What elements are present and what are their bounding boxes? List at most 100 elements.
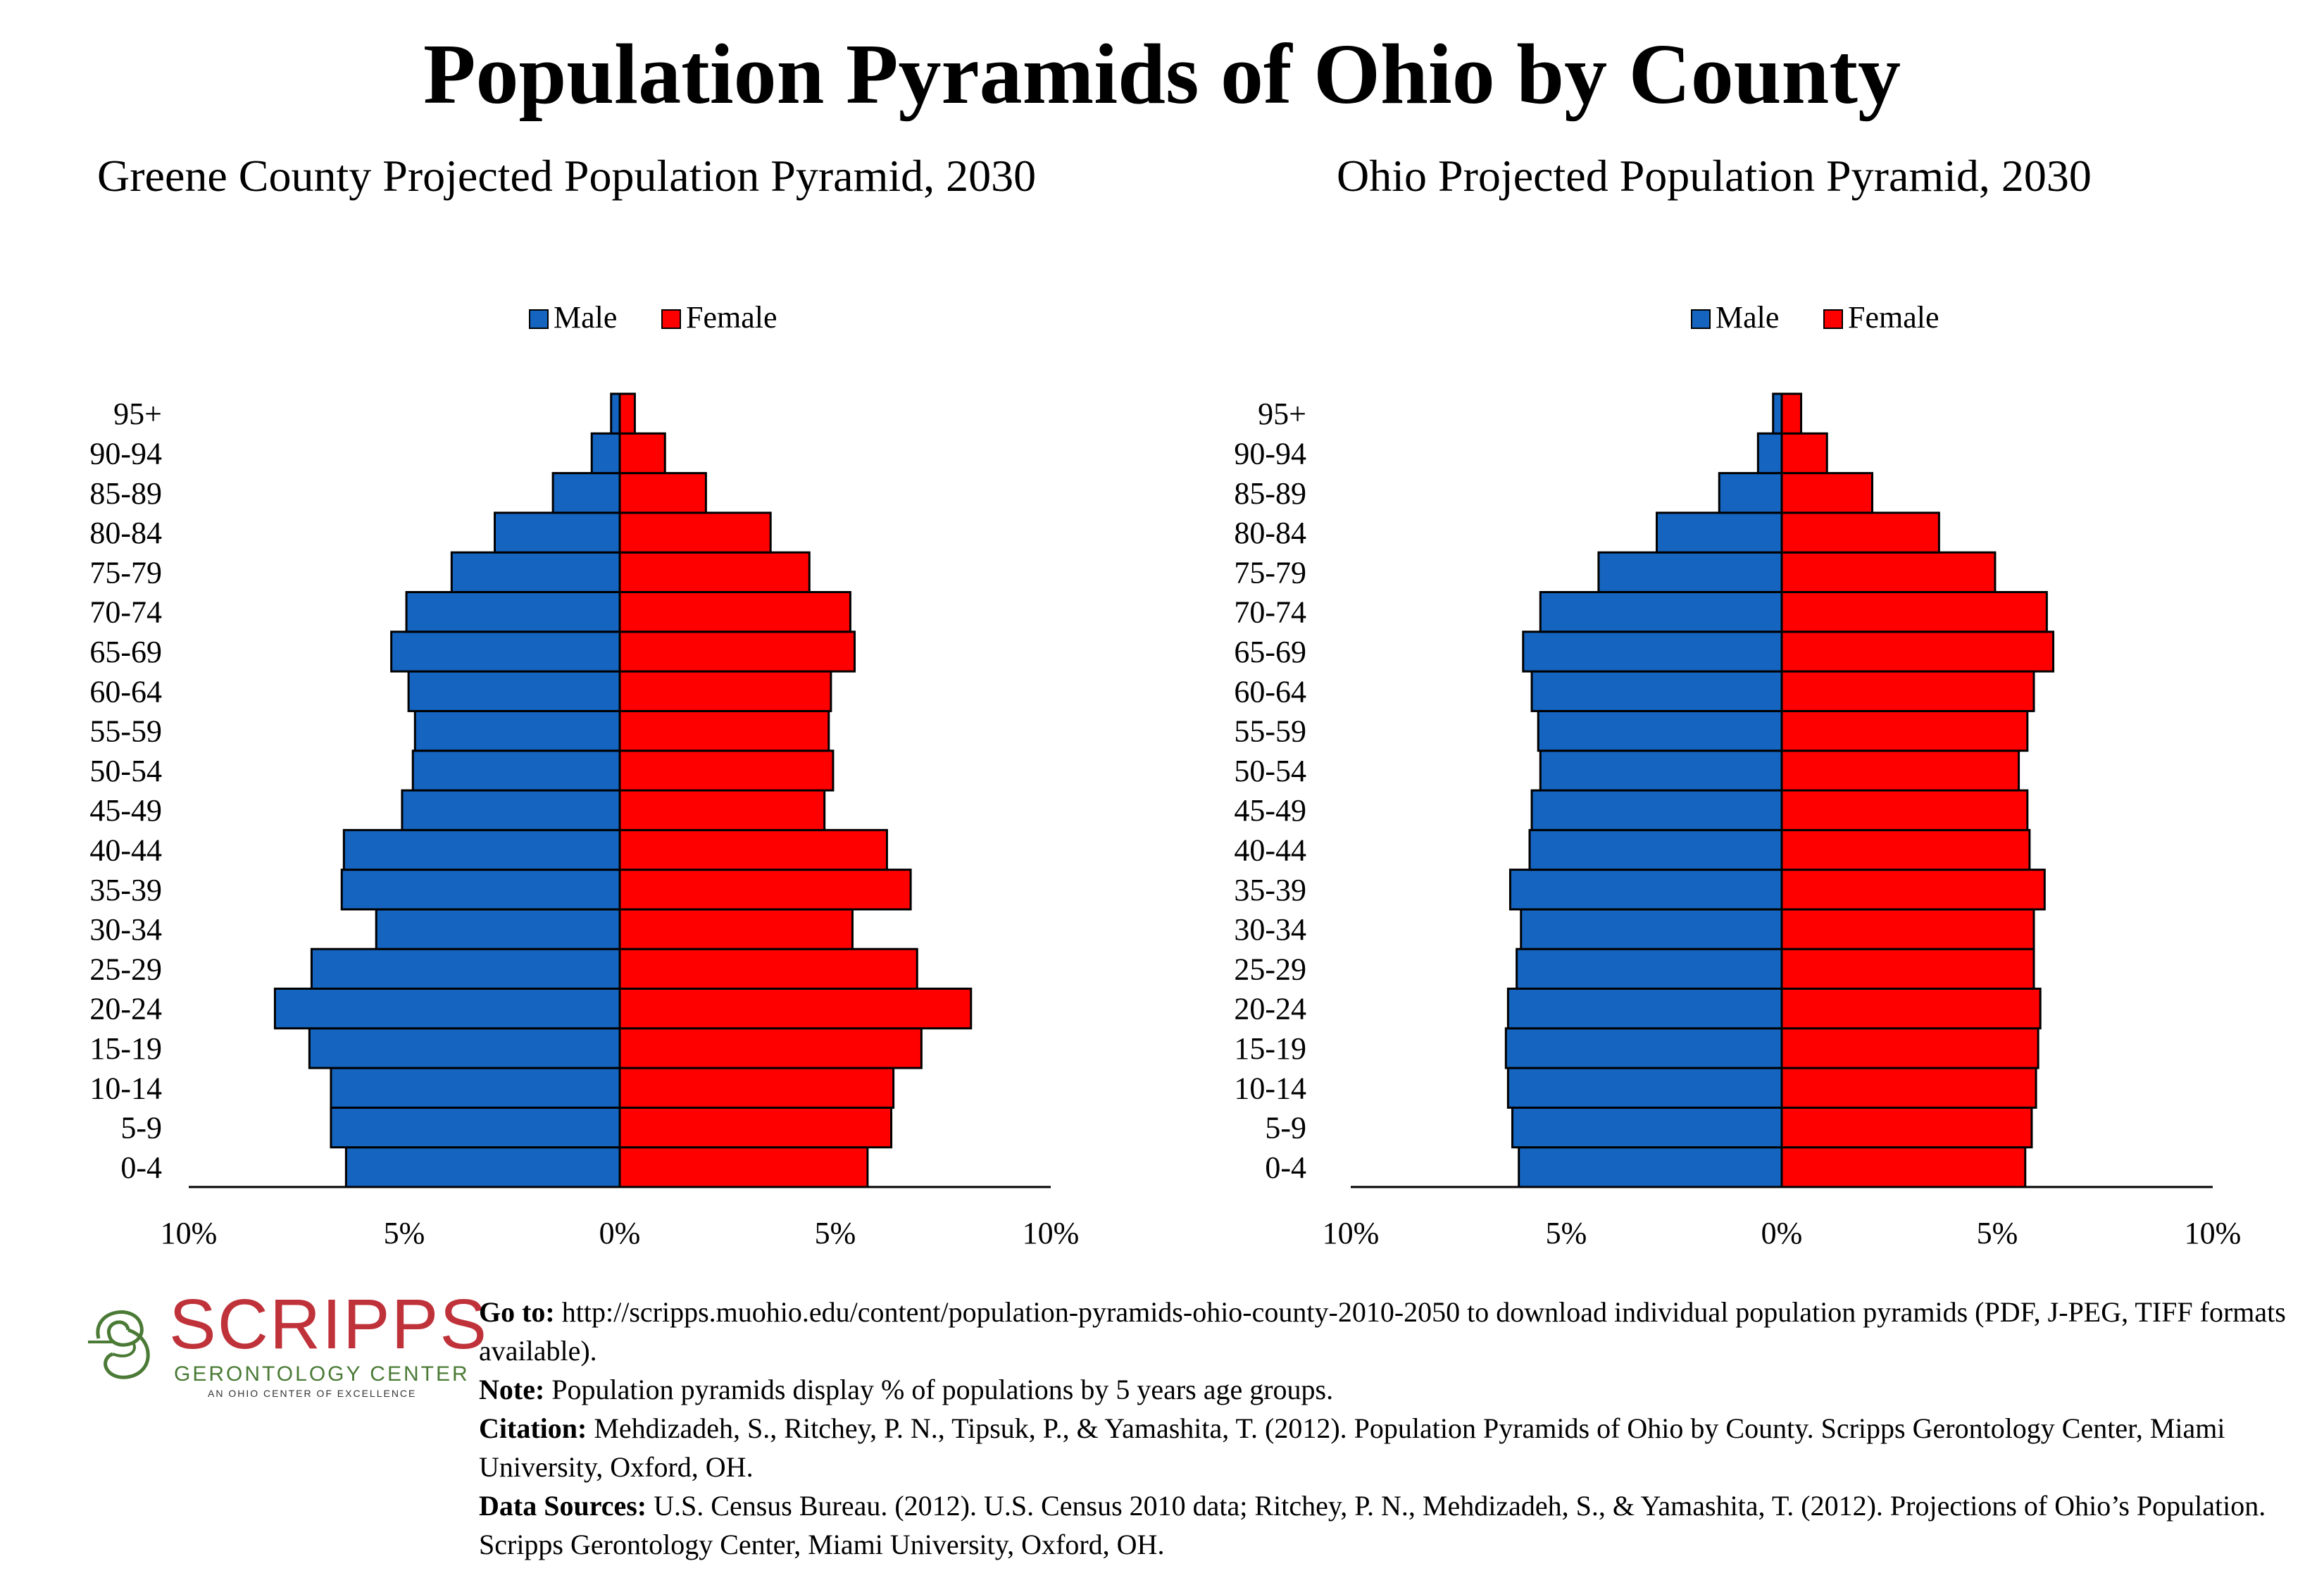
age-label-15-19: 15-19 — [1234, 1031, 1306, 1066]
x-tick-label: 5% — [815, 1216, 856, 1250]
bar-male-10-14 — [1506, 1067, 1783, 1109]
age-label-30-34: 30-34 — [1234, 912, 1306, 947]
bar-female-10-14 — [618, 1067, 895, 1109]
sources-text: U.S. Census Bureau. (2012). U.S. Census … — [479, 1490, 2266, 1560]
logo-tagline: AN OHIO CENTER OF EXCELLENCE — [208, 1388, 417, 1399]
bar-male-40-44 — [342, 828, 621, 871]
bar-male-80-84 — [494, 511, 621, 554]
bar-female-65-69 — [618, 630, 856, 673]
bar-male-25-29 — [310, 947, 621, 990]
age-label-20-24: 20-24 — [1234, 992, 1306, 1026]
bar-male-75-79 — [1597, 551, 1783, 594]
note-label: Note: — [479, 1374, 545, 1405]
bar-female-65-69 — [1780, 630, 2055, 673]
age-label-15-19: 15-19 — [89, 1031, 162, 1066]
x-tick-label: 0% — [599, 1216, 641, 1250]
bar-female-20-24 — [1780, 988, 2042, 1030]
note-text: Population pyramids display % of populat… — [551, 1374, 1334, 1405]
bar-female-70-74 — [1780, 591, 2048, 633]
legend: Male Female — [1691, 300, 1939, 335]
legend-swatch-female — [661, 309, 681, 329]
legend-swatch-male — [529, 309, 549, 329]
age-label-60-64: 60-64 — [1234, 674, 1306, 709]
bar-male-55-59 — [1537, 709, 1783, 752]
x-tick-label: 5% — [1977, 1216, 2018, 1250]
bar-male-85-89 — [551, 472, 621, 514]
citation-note: Citation: Mehdizadeh, S., Ritchey, P. N.… — [479, 1409, 2310, 1486]
bar-female-85-89 — [618, 472, 707, 514]
bar-female-45-49 — [618, 789, 826, 831]
age-label-20-24: 20-24 — [89, 992, 162, 1026]
chart-title-greene: Greene County Projected Population Pyram… — [97, 151, 1037, 201]
goto-text: http://scripps.muohio.edu/content/popula… — [479, 1296, 2286, 1367]
bar-male-0-4 — [1518, 1146, 1783, 1188]
age-label-10-14: 10-14 — [1234, 1071, 1306, 1105]
bar-male-90-94 — [590, 432, 621, 475]
bar-male-20-24 — [273, 988, 621, 1030]
bar-male-0-4 — [344, 1146, 621, 1188]
bar-female-70-74 — [618, 591, 851, 633]
x-tick-label: 0% — [1761, 1216, 1803, 1250]
bar-female-90-94 — [1780, 432, 1828, 475]
age-label-45-49: 45-49 — [1234, 793, 1306, 828]
age-label-5-9: 5-9 — [120, 1111, 162, 1145]
bar-female-85-89 — [1780, 472, 1874, 514]
bar-female-55-59 — [1780, 709, 2029, 752]
note-note: Note: Population pyramids display % of p… — [479, 1370, 2310, 1409]
bar-female-60-64 — [1780, 670, 2035, 712]
legend: Male Female — [529, 300, 777, 335]
bar-male-95+ — [610, 392, 621, 435]
bar-male-70-74 — [405, 591, 621, 633]
bar-male-85-89 — [1718, 472, 1783, 514]
bar-male-15-19 — [308, 1027, 621, 1069]
bar-male-5-9 — [330, 1106, 621, 1149]
age-label-40-44: 40-44 — [1234, 833, 1306, 867]
bar-female-40-44 — [618, 828, 888, 871]
age-label-55-59: 55-59 — [89, 714, 162, 749]
bar-female-75-79 — [618, 551, 811, 594]
x-tick-label: 5% — [1546, 1216, 1587, 1250]
bar-male-40-44 — [1528, 828, 1783, 871]
age-label-95+: 95+ — [113, 397, 162, 431]
bar-male-25-29 — [1516, 947, 1783, 990]
age-label-95+: 95+ — [1258, 397, 1306, 431]
bar-male-35-39 — [340, 869, 621, 911]
bar-male-10-14 — [330, 1067, 621, 1109]
bar-female-35-39 — [618, 869, 912, 911]
scripps-swirl-icon — [88, 1310, 150, 1379]
bar-male-15-19 — [1504, 1027, 1783, 1069]
bar-female-95+ — [618, 392, 636, 435]
bar-female-40-44 — [1780, 828, 2031, 871]
bar-female-75-79 — [1780, 551, 1997, 594]
bar-female-80-84 — [618, 511, 772, 554]
age-label-90-94: 90-94 — [1234, 436, 1306, 471]
x-tick-label: 5% — [384, 1216, 425, 1250]
bar-female-25-29 — [618, 947, 918, 990]
age-label-55-59: 55-59 — [1234, 714, 1306, 749]
bar-male-60-64 — [1530, 670, 1783, 712]
bar-female-20-24 — [618, 988, 973, 1030]
pyramid-chart-ohio: Male Female 0-4 5-9 10-14 15-19 20-24 25-29 30-3… — [1234, 300, 2241, 1250]
bar-male-75-79 — [450, 551, 621, 594]
bar-female-35-39 — [1780, 869, 2046, 911]
age-label-60-64: 60-64 — [89, 674, 162, 709]
goto-label: Go to: — [479, 1296, 555, 1328]
age-label-35-39: 35-39 — [89, 873, 162, 907]
bar-male-65-69 — [1522, 630, 1783, 673]
age-label-5-9: 5-9 — [1265, 1111, 1306, 1145]
bar-female-25-29 — [1780, 947, 2035, 990]
bar-female-30-34 — [1780, 908, 2035, 950]
age-label-50-54: 50-54 — [89, 754, 162, 788]
bar-male-70-74 — [1539, 591, 1783, 633]
bar-female-0-4 — [618, 1146, 869, 1188]
bar-female-0-4 — [1780, 1146, 2027, 1188]
bar-female-95+ — [1780, 392, 1803, 435]
age-label-65-69: 65-69 — [89, 635, 162, 669]
legend-label-male: Male — [554, 300, 617, 335]
bar-female-50-54 — [618, 750, 835, 792]
x-tick-label: 10% — [1023, 1216, 1080, 1250]
bar-male-50-54 — [1539, 750, 1783, 792]
bar-male-80-84 — [1656, 511, 1783, 554]
x-tick-label: 10% — [1323, 1216, 1380, 1250]
bar-female-80-84 — [1780, 511, 1940, 554]
